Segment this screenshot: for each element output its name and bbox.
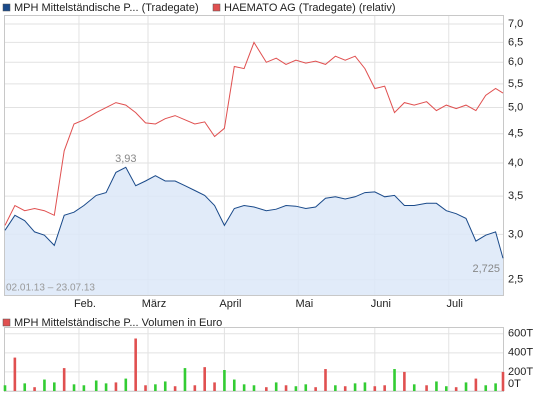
volume-bar bbox=[213, 382, 216, 391]
volume-bar bbox=[265, 387, 268, 391]
volume-bar bbox=[425, 385, 428, 391]
y-tick-label: 6,5 bbox=[508, 36, 523, 48]
volume-bar bbox=[193, 385, 197, 391]
volume-bar bbox=[284, 385, 288, 391]
volume-bar bbox=[223, 370, 226, 391]
legend-swatch bbox=[2, 318, 11, 327]
volume-bar bbox=[163, 381, 167, 391]
legend-swatch bbox=[212, 3, 221, 12]
x-tick-label: Mai bbox=[296, 298, 314, 310]
volume-bar bbox=[383, 385, 386, 391]
volume-bar bbox=[242, 384, 246, 391]
volume-bar bbox=[324, 369, 327, 391]
volume-bar bbox=[134, 338, 137, 391]
annotation: 3,93 bbox=[115, 153, 136, 165]
volume-bar bbox=[232, 379, 236, 391]
volume-bar bbox=[94, 380, 98, 391]
x-tick-label: Juni bbox=[371, 298, 391, 310]
volume-bar bbox=[343, 386, 347, 391]
y-tick-label: 600T bbox=[508, 328, 533, 340]
x-tick-label: Juli bbox=[447, 298, 464, 310]
y-tick-label: 400T bbox=[508, 347, 533, 359]
y-tick-label: 2,5 bbox=[508, 274, 523, 286]
y-tick-label: 200T bbox=[508, 366, 533, 378]
volume-bar bbox=[72, 384, 76, 391]
y-tick-label: 3,0 bbox=[508, 228, 523, 240]
x-tick-label: März bbox=[142, 298, 166, 310]
volume-bar bbox=[403, 371, 406, 391]
volume-bar bbox=[435, 381, 438, 391]
legend-label: HAEMATO AG (Tradegate) (relativ) bbox=[224, 2, 396, 14]
volume-bar bbox=[144, 385, 147, 391]
legend-label: MPH Mittelständische P... (Tradegate) bbox=[14, 2, 199, 14]
volume-bar bbox=[154, 384, 157, 391]
area bbox=[5, 167, 503, 295]
volume-bar bbox=[314, 387, 317, 391]
line bbox=[4, 166, 504, 259]
volume-bar bbox=[43, 379, 46, 391]
annotation: 2,725 bbox=[472, 263, 500, 275]
volume-bar bbox=[363, 382, 367, 391]
volume-bar bbox=[494, 383, 497, 391]
volume-bar bbox=[393, 369, 396, 391]
volume-bar bbox=[13, 357, 17, 391]
volume-bar bbox=[104, 383, 108, 391]
volume-bar bbox=[464, 382, 468, 391]
volume-bar bbox=[82, 385, 86, 391]
legend-label: MPH Mittelständische P... Volumen in Eur… bbox=[14, 317, 222, 329]
volume-bar bbox=[203, 367, 206, 391]
y-tick-label: 0T bbox=[508, 378, 521, 390]
volume-bar bbox=[353, 383, 357, 391]
volume-bar bbox=[334, 385, 337, 391]
volume-bar bbox=[294, 386, 298, 391]
volume-bar bbox=[3, 385, 7, 391]
y-tick-label: 6,0 bbox=[508, 56, 523, 68]
volume-bar bbox=[474, 378, 478, 391]
volume-bar bbox=[454, 387, 458, 391]
volume-bar bbox=[33, 387, 36, 391]
volume-bar bbox=[304, 384, 308, 391]
volume-bar bbox=[62, 368, 66, 391]
volume-bar bbox=[124, 378, 128, 391]
volume-bar bbox=[274, 382, 278, 391]
volume-bar bbox=[53, 382, 56, 391]
date-range: 02.01.13 – 23.07.13 bbox=[6, 283, 95, 294]
y-tick-label: 5,0 bbox=[508, 101, 523, 113]
y-tick-label: 7,0 bbox=[508, 18, 523, 30]
volume-bar bbox=[183, 368, 187, 391]
volume-bar bbox=[252, 385, 256, 391]
volume-bar bbox=[373, 386, 377, 391]
y-tick-label: 5,5 bbox=[508, 78, 523, 90]
y-tick-label: 4,0 bbox=[508, 157, 523, 169]
x-tick-label: April bbox=[219, 298, 241, 310]
volume-bar bbox=[23, 383, 27, 391]
line bbox=[4, 41, 504, 226]
volume-bar bbox=[412, 384, 416, 391]
volume-bar bbox=[501, 371, 505, 391]
legend-swatch bbox=[2, 3, 11, 12]
volume-bar bbox=[114, 382, 118, 391]
x-tick-label: Feb. bbox=[74, 298, 96, 310]
volume-bar bbox=[444, 386, 448, 391]
y-tick-label: 3,5 bbox=[508, 190, 523, 202]
volume-bar bbox=[484, 385, 488, 391]
plot-frame bbox=[4, 15, 504, 296]
y-tick-label: 4,5 bbox=[508, 128, 523, 140]
volume-bar bbox=[173, 386, 177, 391]
